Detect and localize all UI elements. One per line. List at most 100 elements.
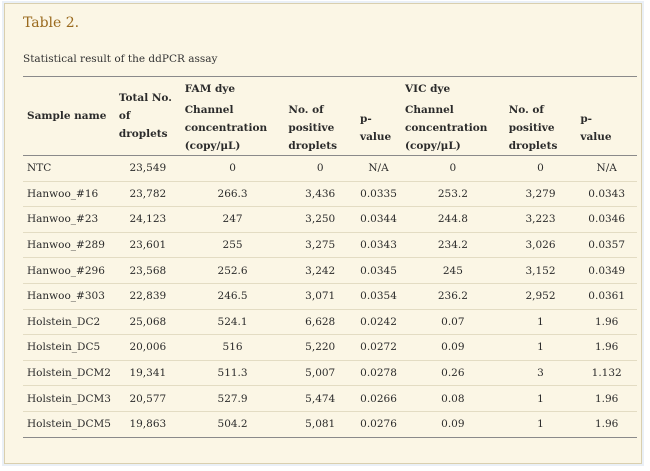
cell-fam-pos: 3,250 [284, 206, 357, 233]
header-fam-p-line-2: value [360, 131, 392, 143]
header-fam-p-value: p- value [356, 101, 402, 156]
header-fam-positive-droplets: No. of positive droplets [284, 101, 357, 156]
cell-vic-conc: 0.08 [401, 385, 505, 412]
cell-sample: Holstein_DCM5 [23, 411, 115, 438]
table-row: Holstein_DCM5 19,863 504.2 5,081 0.0276 … [23, 411, 637, 438]
cell-vic-p: 0.0346 [576, 206, 637, 233]
cell-fam-pos: 5,474 [284, 385, 357, 412]
cell-sample: Holstein_DC5 [23, 334, 115, 361]
header-vic-dye: VIC dye [401, 76, 637, 101]
cell-vic-conc: 0 [401, 155, 505, 182]
cell-vic-pos: 3,026 [504, 232, 577, 259]
header-vic-pos-line-1: No. of [508, 104, 544, 116]
cell-vic-pos: 1 [504, 385, 577, 412]
cell-vic-p: 1.96 [576, 411, 637, 438]
cell-sample: Hanwoo_#296 [23, 257, 115, 284]
cell-fam-conc: 255 [180, 232, 285, 259]
cell-fam-conc: 527.9 [180, 385, 285, 412]
table-row: Holstein_DC2 25,068 524.1 6,628 0.0242 0… [23, 309, 637, 336]
header-fam-conc-line-1: Channel [184, 104, 234, 116]
header-vic-pos-line-2: positive [508, 122, 555, 134]
cell-vic-conc: 253.2 [401, 181, 505, 208]
cell-total: 25,068 [114, 309, 181, 336]
cell-sample: NTC [23, 155, 115, 182]
header-fam-dye: FAM dye [180, 76, 402, 101]
cell-fam-p: 0.0354 [356, 283, 402, 310]
cell-fam-pos: 3,436 [284, 181, 357, 208]
cell-fam-conc: 504.2 [180, 411, 285, 438]
header-vic-p-line-2: value [580, 131, 612, 143]
cell-vic-conc: 236.2 [401, 283, 505, 310]
table-row: Holstein_DCM3 20,577 527.9 5,474 0.0266 … [23, 385, 637, 412]
cell-fam-p: 0.0343 [356, 232, 402, 259]
header-fam-pos-line-1: No. of [288, 104, 324, 116]
header-vic-conc-line-2: concentration [405, 122, 488, 134]
cell-total: 19,863 [114, 411, 181, 438]
cell-total: 19,341 [114, 360, 181, 387]
table-caption: Statistical result of the ddPCR assay [23, 53, 218, 65]
table-row: Hanwoo_#289 23,601 255 3,275 0.0343 234.… [23, 232, 637, 259]
cell-vic-conc: 244.8 [401, 206, 505, 233]
cell-vic-p: 0.0357 [576, 232, 637, 259]
cell-vic-p: 1.96 [576, 385, 637, 412]
header-vic-channel-concentration: Channel concentration (copy/μL) [401, 101, 505, 156]
cell-fam-conc: 0 [180, 155, 285, 182]
cell-vic-p: 0.0349 [576, 257, 637, 284]
table-row: Holstein_DC5 20,006 516 5,220 0.0272 0.0… [23, 334, 637, 361]
table-row: Hanwoo_#303 22,839 246.5 3,071 0.0354 23… [23, 283, 637, 310]
cell-vic-pos: 2,952 [504, 283, 577, 310]
header-vic-p-value: p- value [576, 101, 637, 156]
cell-vic-pos: 3,223 [504, 206, 577, 233]
cell-fam-pos: 5,220 [284, 334, 357, 361]
cell-fam-conc: 266.3 [180, 181, 285, 208]
cell-vic-pos: 1 [504, 334, 577, 361]
header-fam-pos-line-2: positive [288, 122, 335, 134]
cell-sample: Holstein_DCM2 [23, 360, 115, 387]
cell-fam-pos: 0 [284, 155, 357, 182]
cell-fam-p: 0.0345 [356, 257, 402, 284]
cell-vic-pos: 0 [504, 155, 577, 182]
cell-sample: Hanwoo_#23 [23, 206, 115, 233]
header-vic-conc-line-1: Channel [405, 104, 454, 116]
cell-vic-conc: 0.09 [401, 411, 505, 438]
cell-vic-p: 1.132 [576, 360, 637, 387]
cell-fam-pos: 3,242 [284, 257, 357, 284]
header-fam-channel-concentration: Channel concentration (copy/μL) [180, 101, 285, 156]
cell-vic-pos: 3,279 [504, 181, 577, 208]
table-row: Hanwoo_#296 23,568 252.6 3,242 0.0345 24… [23, 257, 637, 284]
header-fam-p-line-1: p- [360, 113, 372, 125]
ddpcr-results-table: Sample name Total No. of droplets FAM dy… [23, 76, 637, 438]
cell-fam-conc: 511.3 [180, 360, 285, 387]
cell-sample: Holstein_DC2 [23, 309, 115, 336]
table-row: Holstein_DCM2 19,341 511.3 5,007 0.0278 … [23, 360, 637, 387]
cell-total: 20,006 [114, 334, 181, 361]
header-vic-p-line-1: p- [580, 113, 593, 125]
table-row: Hanwoo_#23 24,123 247 3,250 0.0344 244.8… [23, 206, 637, 233]
cell-total: 23,601 [114, 232, 181, 259]
cell-vic-pos: 3,152 [504, 257, 577, 284]
header-sample-name: Sample name [23, 76, 115, 156]
cell-fam-p: 0.0266 [356, 385, 402, 412]
cell-vic-conc: 234.2 [401, 232, 505, 259]
cell-fam-conc: 247 [180, 206, 285, 233]
cell-vic-conc: 245 [401, 257, 505, 284]
cell-fam-pos: 3,071 [284, 283, 357, 310]
cell-fam-pos: 6,628 [284, 309, 357, 336]
cell-sample: Hanwoo_#289 [23, 232, 115, 259]
cell-vic-p: 1.96 [576, 334, 637, 361]
cell-vic-conc: 0.26 [401, 360, 505, 387]
cell-vic-conc: 0.07 [401, 309, 505, 336]
header-fam-conc-line-2: concentration [184, 122, 268, 134]
cell-vic-p: N/A [576, 155, 637, 182]
cell-fam-p: 0.0276 [356, 411, 402, 438]
header-total-droplets: Total No. of droplets [114, 76, 181, 156]
table-title: Table 2. [23, 15, 80, 31]
cell-sample: Hanwoo_#303 [23, 283, 115, 310]
cell-fam-conc: 246.5 [180, 283, 285, 310]
cell-vic-p: 1.96 [576, 309, 637, 336]
cell-fam-p: 0.0278 [356, 360, 402, 387]
cell-fam-p: 0.0242 [356, 309, 402, 336]
cell-total: 23,782 [114, 181, 181, 208]
cell-fam-p: 0.0335 [356, 181, 402, 208]
header-vic-positive-droplets: No. of positive droplets [504, 101, 577, 156]
